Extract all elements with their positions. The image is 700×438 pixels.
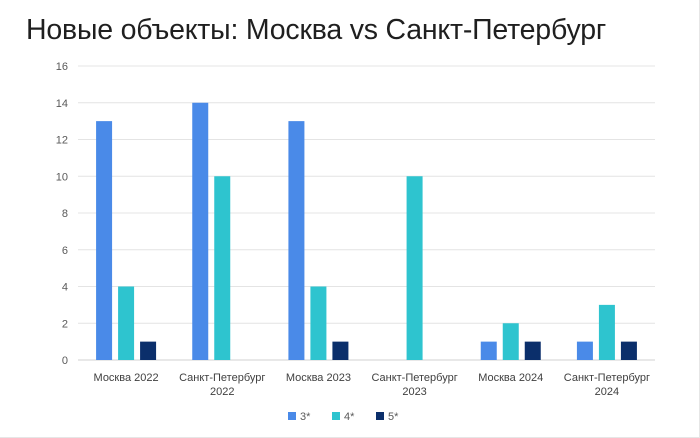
legend-label: 3* [300, 411, 311, 423]
y-tick-label: 12 [56, 135, 68, 147]
bar-4star [214, 176, 231, 360]
y-tick-label: 14 [56, 98, 68, 110]
bar-5star [620, 341, 637, 360]
legend-swatch [288, 412, 296, 420]
bar-3star [288, 121, 305, 360]
y-tick-label: 6 [62, 245, 68, 257]
legend-label: 5* [388, 411, 399, 423]
legend-swatch [376, 412, 384, 420]
x-category-label: Санкт-Петербург [564, 372, 650, 384]
bar-3star [96, 121, 113, 360]
legend-swatch [332, 412, 340, 420]
y-tick-label: 2 [62, 318, 68, 330]
x-category-label: Москва 2022 [94, 372, 159, 384]
bar-5star [332, 341, 349, 360]
bar-4star [502, 323, 519, 360]
bar-4star [406, 176, 423, 360]
x-category-label: Санкт-Петербург [371, 372, 457, 384]
legend-label: 4* [344, 411, 355, 423]
bar-5star [524, 341, 541, 360]
y-tick-label: 4 [62, 282, 68, 294]
y-tick-label: 8 [62, 208, 68, 220]
x-category-label: 2022 [210, 386, 234, 398]
bar-4star [310, 286, 327, 360]
x-category-label: 2023 [402, 386, 426, 398]
bar-5star [140, 341, 157, 360]
chart-title: Новые объекты: Москва vs Санкт-Петербург [26, 14, 607, 46]
bar-4star [118, 286, 135, 360]
y-tick-label: 16 [56, 61, 68, 73]
bar-3star [576, 341, 593, 360]
y-tick-label: 10 [56, 171, 68, 183]
x-category-label: Москва 2024 [478, 372, 543, 384]
x-category-label: Москва 2023 [286, 372, 351, 384]
x-category-label: Санкт-Петербург [179, 372, 265, 384]
bar-4star [598, 304, 615, 360]
y-tick-label: 0 [62, 355, 68, 367]
bar-3star [480, 341, 497, 360]
bar-3star [192, 102, 209, 360]
x-category-label: 2024 [595, 386, 619, 398]
